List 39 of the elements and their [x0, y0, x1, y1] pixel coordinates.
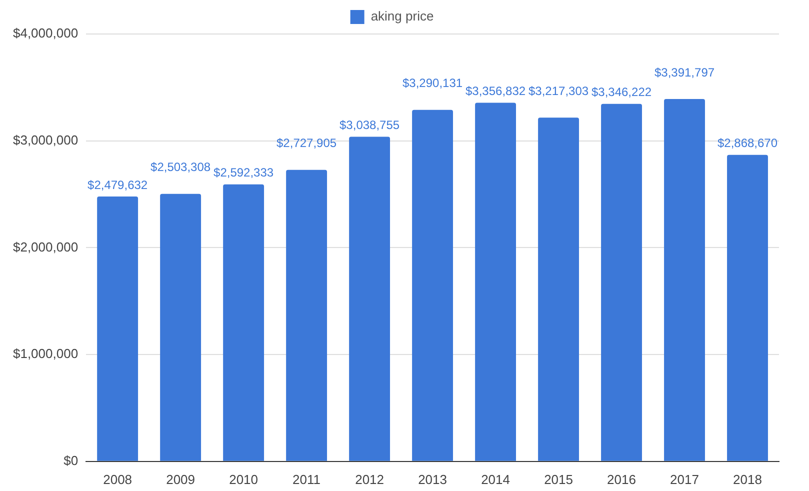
x-tick-label: 2011 — [292, 472, 321, 487]
x-tick-label: 2008 — [103, 472, 132, 487]
y-tick-label: $0 — [64, 452, 78, 468]
data-label: $2,503,308 — [150, 160, 211, 174]
x-tick-label: 2009 — [166, 472, 196, 487]
bar — [727, 154, 768, 461]
y-tick-label: $2,000,000 — [12, 239, 78, 254]
y-tick-label: $1,000,000 — [12, 346, 78, 362]
bar — [664, 98, 705, 461]
data-label: $3,391,797 — [654, 65, 715, 80]
x-tick-label: 2017 — [670, 472, 699, 487]
bar — [412, 110, 454, 461]
x-tick-label: 2014 — [481, 472, 510, 487]
data-label: $3,038,755 — [340, 118, 400, 132]
data-label: $3,356,832 — [465, 84, 526, 98]
x-tick-label: 2013 — [418, 472, 447, 487]
bar — [160, 194, 202, 461]
bar — [538, 118, 579, 461]
bar — [223, 184, 264, 461]
y-tick-label: $3,000,000 — [12, 132, 78, 148]
bar — [601, 104, 642, 461]
data-label: $2,727,905 — [276, 136, 337, 150]
x-tick-label: 2010 — [229, 472, 258, 487]
data-label: $3,346,222 — [591, 85, 652, 100]
x-tick-label: 2016 — [607, 472, 636, 487]
bar — [286, 170, 328, 461]
bar — [97, 196, 138, 461]
bar — [349, 136, 390, 461]
data-label: $2,479,632 — [88, 178, 148, 192]
data-label: $2,592,333 — [214, 166, 274, 180]
x-tick-label: 2018 — [733, 472, 762, 487]
x-tick-label: 2012 — [355, 472, 384, 487]
data-label: $3,290,131 — [402, 76, 463, 90]
data-label: $3,217,303 — [528, 84, 589, 98]
bar — [475, 102, 516, 461]
x-tick-label: 2015 — [544, 472, 573, 487]
y-tick-label: $4,000,000 — [12, 26, 78, 41]
data-label: $2,868,670 — [717, 136, 778, 150]
legend-label: aking price — [370, 8, 434, 24]
